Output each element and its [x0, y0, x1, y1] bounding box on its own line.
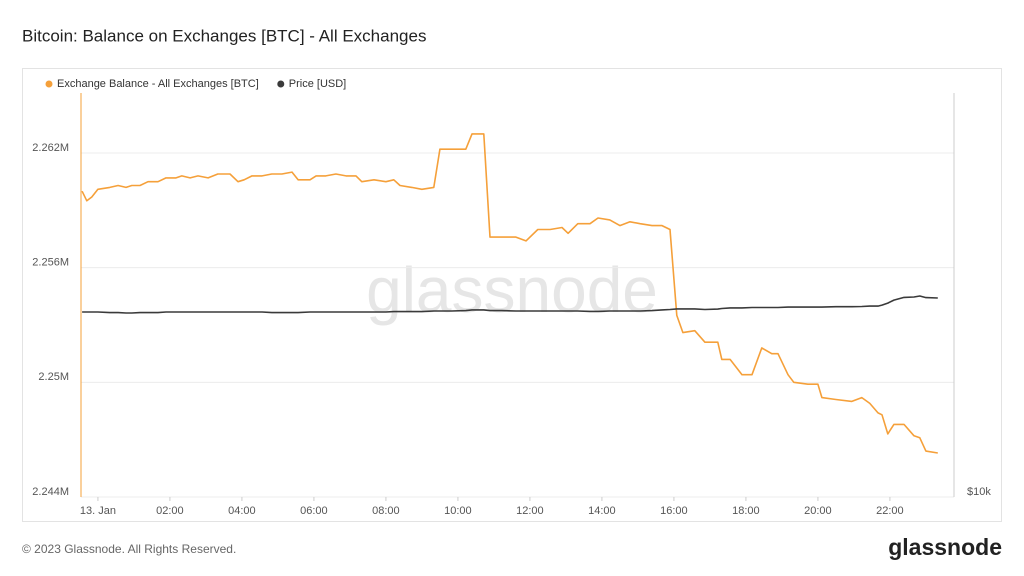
legend-marker	[45, 80, 53, 88]
x-tick-label: 20:00	[804, 505, 832, 517]
x-tick-label: 16:00	[660, 505, 688, 517]
y-tick-label: 2.262M	[32, 142, 69, 154]
x-tick-label: 06:00	[300, 505, 328, 517]
x-tick-label: 22:00	[876, 505, 904, 517]
x-tick-label: 02:00	[156, 505, 184, 517]
x-tick-label: 10:00	[444, 505, 472, 517]
x-tick-label: 13. Jan	[80, 505, 116, 517]
y-tick-label: 2.25M	[38, 371, 69, 383]
footer: © 2023 Glassnode. All Rights Reserved.	[22, 542, 236, 556]
chart-frame	[22, 68, 1002, 522]
y-tick-label: 2.244M	[32, 486, 69, 498]
y2-tick-label: $10k	[967, 486, 991, 498]
x-tick-label: 04:00	[228, 505, 256, 517]
legend-label: Price [USD]	[289, 78, 346, 90]
legend-marker	[277, 80, 285, 88]
x-tick-label: 12:00	[516, 505, 544, 517]
y-tick-label: 2.256M	[32, 257, 69, 269]
x-tick-label: 08:00	[372, 505, 400, 517]
watermark: glassnode	[366, 254, 658, 326]
x-tick-label: 18:00	[732, 505, 760, 517]
logo: glassnode	[888, 534, 1002, 560]
chart-title: Bitcoin: Balance on Exchanges [BTC] - Al…	[22, 26, 426, 45]
legend-label: Exchange Balance - All Exchanges [BTC]	[57, 78, 259, 90]
series-line	[81, 133, 938, 454]
series-line	[82, 295, 938, 314]
x-tick-label: 14:00	[588, 505, 616, 517]
